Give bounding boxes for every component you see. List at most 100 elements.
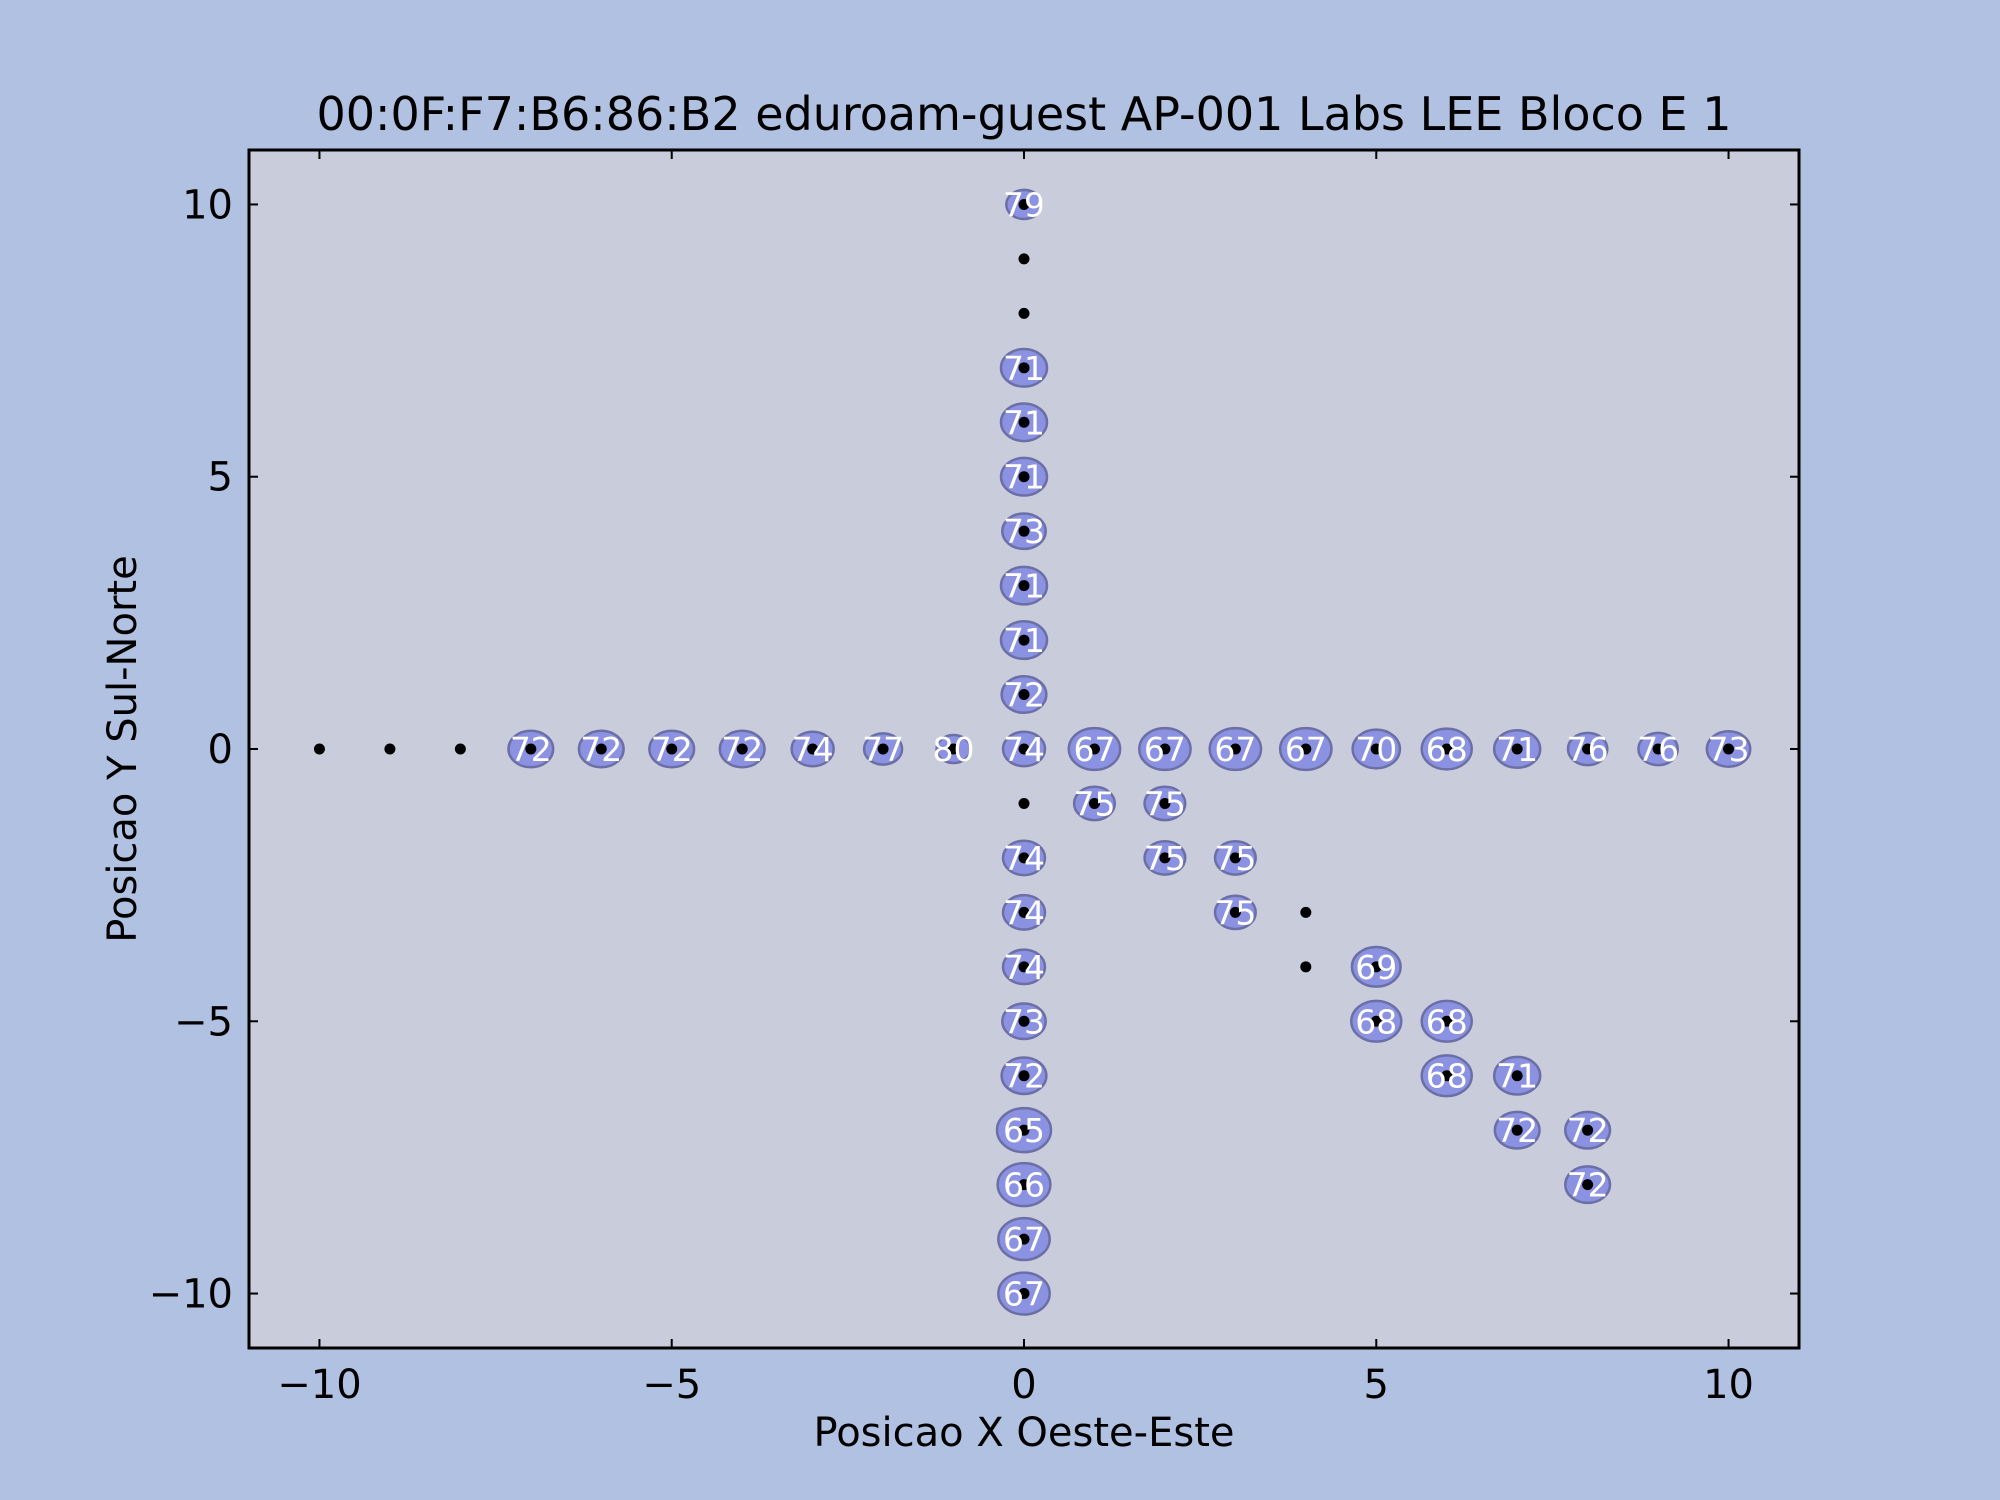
data-point: 74 (1001, 839, 1047, 878)
data-point: 72 (718, 729, 766, 769)
position-dot (1370, 961, 1382, 973)
position-dot (1018, 416, 1030, 428)
value-label: 75 (1144, 784, 1186, 823)
value-label: 79 (1003, 185, 1045, 224)
x-axis-title: Posicao X Oeste-Este (814, 1410, 1235, 1456)
value-label: 69 (1355, 948, 1397, 987)
chart-title: 00:0F:F7:B6:86:B2 eduroam-guest AP-001 L… (317, 87, 1732, 141)
value-label: 71 (1003, 403, 1045, 442)
value-label: 76 (1567, 730, 1609, 769)
position-dot (1511, 743, 1523, 755)
value-label: 80 (933, 730, 975, 769)
data-point: 71 (999, 402, 1049, 443)
data-point: 74 (790, 730, 835, 769)
position-dot (1018, 362, 1030, 374)
data-point (1018, 253, 1030, 265)
position-dot (1300, 743, 1312, 755)
position-dot (1159, 743, 1171, 755)
data-point: 75 (1213, 893, 1257, 932)
position-dot (1300, 906, 1312, 918)
data-point: 68 (1420, 727, 1473, 771)
value-label: 72 (651, 730, 693, 769)
x-tick-label: −10 (277, 1362, 361, 1408)
data-point: 67 (1208, 726, 1263, 772)
position-dot (1723, 743, 1735, 755)
value-label: 77 (862, 730, 904, 769)
value-label: 67 (1285, 730, 1327, 769)
data-point: 74 (1001, 893, 1047, 932)
position-dot (666, 743, 678, 755)
position-dot (736, 743, 748, 755)
data-point: 75 (1072, 784, 1117, 823)
value-label: 74 (792, 730, 834, 769)
value-label: 72 (1567, 1111, 1609, 1150)
data-point: 67 (1137, 726, 1192, 772)
value-label: 75 (1144, 839, 1186, 878)
value-label: 67 (1073, 730, 1115, 769)
value-label: 72 (510, 730, 552, 769)
position-dot (525, 743, 537, 755)
x-tick-label: 5 (1364, 1362, 1389, 1408)
value-label: 71 (1496, 730, 1538, 769)
position-dot (1441, 1015, 1453, 1027)
value-label: 68 (1355, 1002, 1397, 1041)
data-point: 73 (1705, 730, 1752, 769)
position-dot (1018, 580, 1030, 592)
position-dot (1018, 797, 1030, 809)
data-point: 66 (996, 1161, 1052, 1208)
value-label: 74 (1003, 730, 1045, 769)
position-dot (1018, 1288, 1030, 1300)
position-dot (807, 743, 819, 755)
position-dot (1018, 743, 1030, 755)
data-point: 71 (999, 565, 1049, 606)
position-dot (1441, 743, 1453, 755)
position-dot (1018, 689, 1030, 701)
x-tick-label: 0 (1011, 1362, 1036, 1408)
value-label: 76 (1637, 730, 1679, 769)
position-dot (1441, 1070, 1453, 1082)
value-label: 70 (1355, 730, 1397, 769)
data-point: 75 (1213, 839, 1257, 878)
data-point (1018, 797, 1030, 809)
data-point (313, 743, 325, 755)
position-dot (1229, 743, 1241, 755)
data-point: 77 (862, 730, 904, 769)
position-dot (595, 743, 607, 755)
position-dot (1018, 525, 1030, 537)
position-dot (1088, 743, 1100, 755)
data-marks: 72 72 72 72 74 77 80 74 67 67 67 67 70 68 71 76 76 73 79 71… (313, 185, 1752, 1316)
y-tick-label: 10 (182, 182, 233, 228)
value-label: 74 (1003, 948, 1045, 987)
data-point: 72 (507, 729, 555, 769)
x-tick-label: −5 (642, 1362, 701, 1408)
position-dot (313, 743, 325, 755)
position-dot (1018, 198, 1030, 210)
data-point: 74 (1001, 948, 1047, 987)
value-label: 75 (1073, 784, 1115, 823)
data-point: 68 (1420, 1054, 1473, 1098)
data-point: 73 (1001, 512, 1047, 551)
data-point: 76 (1567, 730, 1609, 769)
position-dot (1159, 797, 1171, 809)
value-label: 75 (1214, 893, 1256, 932)
value-label: 73 (1003, 512, 1045, 551)
data-point: 70 (1351, 728, 1402, 770)
value-label: 67 (1144, 730, 1186, 769)
value-label: 68 (1426, 1057, 1468, 1096)
data-point (384, 743, 396, 755)
x-tick-label: 10 (1703, 1362, 1754, 1408)
data-point: 72 (1000, 1056, 1048, 1096)
value-label: 72 (580, 730, 622, 769)
value-label: 65 (1003, 1111, 1045, 1150)
value-label: 71 (1003, 458, 1045, 497)
data-point (1018, 307, 1030, 319)
value-label: 68 (1426, 730, 1468, 769)
value-label: 73 (1003, 1002, 1045, 1041)
position-dot (1229, 852, 1241, 864)
value-label: 72 (1003, 1057, 1045, 1096)
position-dot (1229, 906, 1241, 918)
value-label: 67 (1003, 1275, 1045, 1314)
data-point (1300, 961, 1312, 973)
axis-ticks: −10 −5 0 5 10 −10 −5 0 5 10 (149, 150, 1799, 1408)
